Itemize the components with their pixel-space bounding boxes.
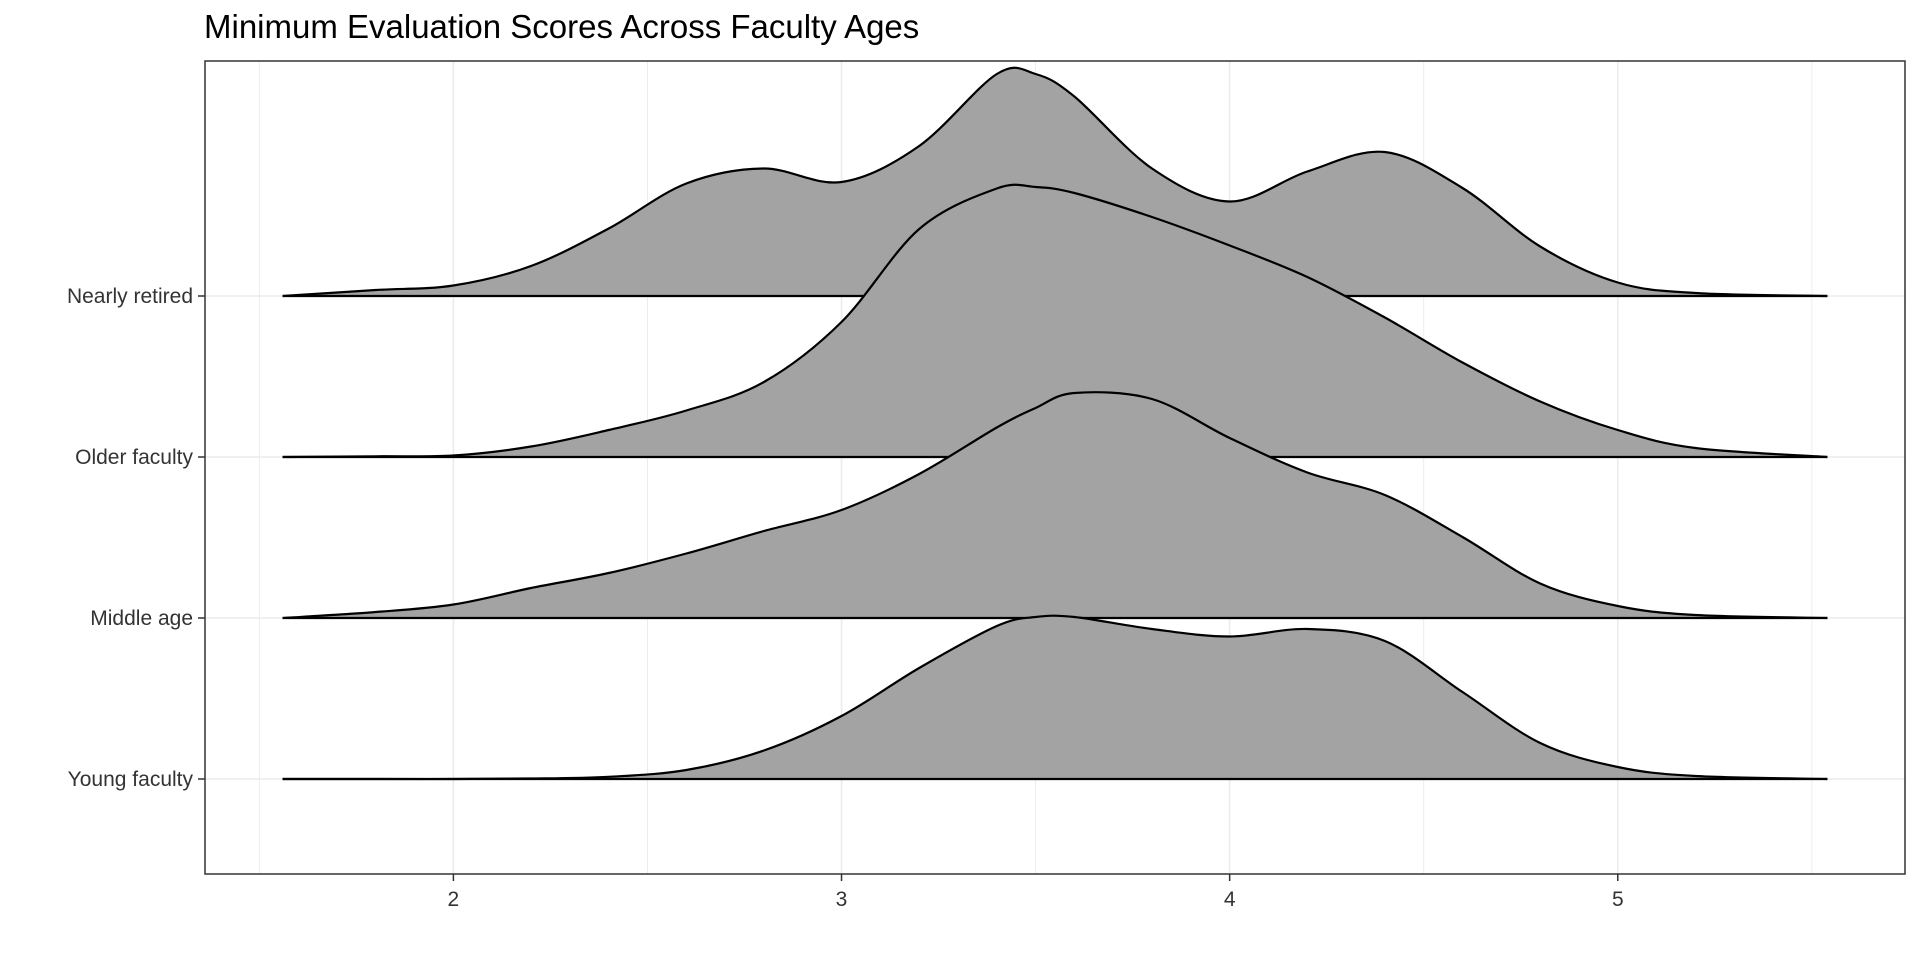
y-tick-label: Older faculty	[75, 446, 193, 469]
panel-border	[204, 60, 1906, 875]
axes-layer: 2 3 4 5 Young faculty Middle age Older faculty…	[67, 285, 1624, 911]
y-tick-label: Young faculty	[68, 768, 194, 791]
ridge-line	[282, 183, 1828, 459]
ridges-layer	[282, 66, 1828, 781]
x-tick-label: 3	[836, 888, 848, 911]
ridge-area	[282, 392, 1828, 618]
ridge-area	[282, 615, 1828, 780]
y-tick-label: Middle age	[90, 607, 193, 630]
x-tick-label: 5	[1612, 888, 1624, 911]
x-tick-label: 4	[1224, 888, 1236, 911]
x-tick-label: 2	[448, 888, 460, 911]
ridge-area	[282, 184, 1828, 458]
ridge-young-faculty	[282, 614, 1828, 781]
chart-title: Minimum Evaluation Scores Across Faculty…	[204, 8, 920, 45]
ridge-area	[282, 67, 1828, 296]
y-tick-label: Nearly retired	[67, 285, 193, 308]
ridge-line	[282, 391, 1828, 620]
ridge-line	[282, 66, 1828, 298]
